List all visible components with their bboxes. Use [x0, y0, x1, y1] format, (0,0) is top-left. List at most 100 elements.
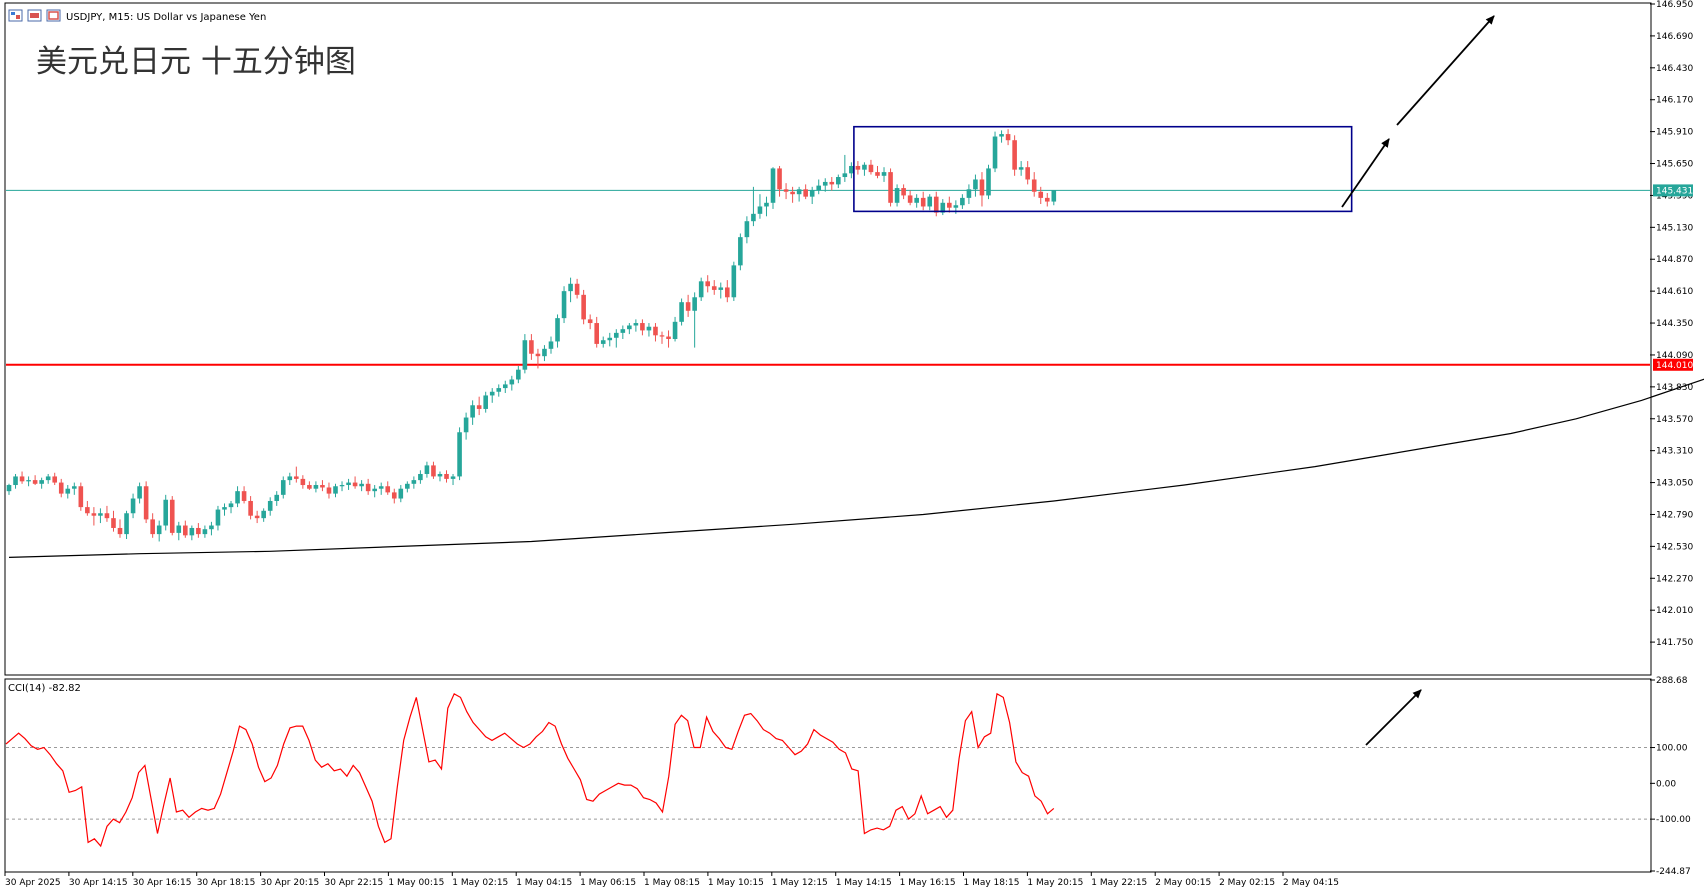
candle	[516, 365, 521, 384]
candle	[738, 233, 743, 271]
cci-label: CCI(14) -82.82	[8, 683, 81, 694]
candle	[391, 488, 397, 504]
candle	[757, 194, 763, 219]
candle	[1005, 129, 1011, 146]
candle	[855, 161, 861, 175]
price-tick-label: 145.910	[1656, 128, 1693, 138]
candle	[39, 477, 44, 489]
candle	[979, 172, 985, 207]
candle	[85, 500, 90, 516]
current-price-tag: 145.431	[1653, 184, 1693, 197]
price-pane[interactable]	[4, 2, 1652, 676]
candle	[163, 494, 169, 531]
time-tick-label: 1 May 22:15	[1091, 878, 1147, 888]
candle	[65, 485, 71, 499]
price-tick-label: 142.010	[1656, 606, 1693, 616]
candle	[640, 319, 645, 336]
long-trend-arrow	[1396, 15, 1495, 126]
candle	[6, 483, 12, 495]
short-trend-arrow	[1341, 138, 1390, 208]
candle	[783, 183, 789, 200]
time-tick-label: 1 May 08:15	[644, 878, 700, 888]
candle	[418, 470, 423, 484]
candle	[731, 261, 737, 301]
time-tick-label: 1 May 04:15	[516, 878, 572, 888]
candle	[489, 388, 495, 403]
candle	[313, 481, 319, 493]
indicator-pane[interactable]	[4, 678, 1652, 873]
support-price-tag: 144.010	[1653, 358, 1693, 371]
candle	[502, 380, 508, 393]
candle	[542, 345, 547, 362]
price-tick-label: 145.390	[1656, 191, 1693, 201]
candle	[718, 282, 724, 299]
candle	[78, 482, 84, 511]
candle	[470, 400, 475, 425]
candle	[307, 481, 312, 490]
candle	[901, 184, 906, 200]
candle	[594, 316, 599, 348]
candle	[888, 168, 893, 207]
candle	[607, 332, 613, 347]
cci-tick-label: 100.00	[1656, 744, 1688, 754]
candle	[209, 521, 214, 536]
maximize-icon[interactable]	[46, 9, 61, 22]
time-tick-label: 30 Apr 16:15	[133, 878, 192, 888]
candle	[137, 482, 142, 504]
candle	[98, 508, 103, 524]
cci-tick-label: 288.68	[1656, 676, 1688, 686]
candle	[992, 131, 998, 173]
candle	[705, 275, 711, 293]
price-tick-label: 142.790	[1656, 510, 1693, 520]
candle	[535, 348, 541, 369]
candle	[19, 471, 25, 484]
candle	[359, 480, 364, 492]
time-tick-label: 2 May 04:15	[1283, 878, 1339, 888]
candle	[104, 505, 110, 522]
candle	[940, 199, 946, 216]
candle	[339, 481, 345, 492]
candle	[169, 496, 175, 536]
candle	[627, 323, 632, 335]
price-tick-label: 144.610	[1656, 287, 1693, 297]
cci-plot: CCI(14) -82.82 288.68 100.00 0.00 -100.00 -24…	[5, 676, 1691, 877]
candle	[398, 485, 404, 503]
candle	[58, 478, 64, 498]
candle	[26, 476, 31, 487]
candle	[150, 513, 155, 538]
time-tick-label: 1 May 16:15	[900, 878, 956, 888]
candle	[849, 162, 854, 179]
candle	[457, 427, 462, 481]
price-tick-label: 143.050	[1656, 479, 1693, 489]
candle	[822, 178, 828, 192]
candle	[685, 294, 691, 317]
candle	[124, 510, 129, 540]
candle	[574, 278, 580, 299]
chart-window-icon[interactable]	[8, 9, 23, 22]
consolidation-box[interactable]	[853, 125, 1353, 213]
candle	[620, 325, 626, 339]
candle	[111, 510, 116, 532]
candle	[529, 334, 534, 360]
time-axis: 30 Apr 2025 30 Apr 14:15 30 Apr 16:15 30 Ap…	[4, 872, 1339, 888]
price-tick-label: 144.350	[1656, 319, 1693, 329]
candle	[986, 164, 991, 200]
candle	[829, 177, 835, 191]
candle	[842, 154, 848, 182]
candle	[228, 500, 234, 514]
candle	[52, 472, 58, 486]
time-tick-label: 1 May 20:15	[1027, 878, 1083, 888]
candle	[875, 165, 880, 179]
candle	[222, 503, 227, 516]
candle	[254, 510, 260, 524]
candle	[770, 167, 776, 209]
annotation-title: 美元兑日元 十五分钟图	[36, 44, 356, 80]
candle	[816, 179, 822, 195]
price-tick-label: 146.170	[1656, 96, 1693, 106]
price-tick-label: 143.830	[1656, 383, 1693, 393]
price-tick-label: 143.310	[1656, 447, 1693, 457]
price-tick-label: 146.950	[1656, 0, 1693, 10]
price-tick-label: 141.750	[1656, 638, 1693, 648]
minimize-icon[interactable]	[27, 9, 42, 22]
